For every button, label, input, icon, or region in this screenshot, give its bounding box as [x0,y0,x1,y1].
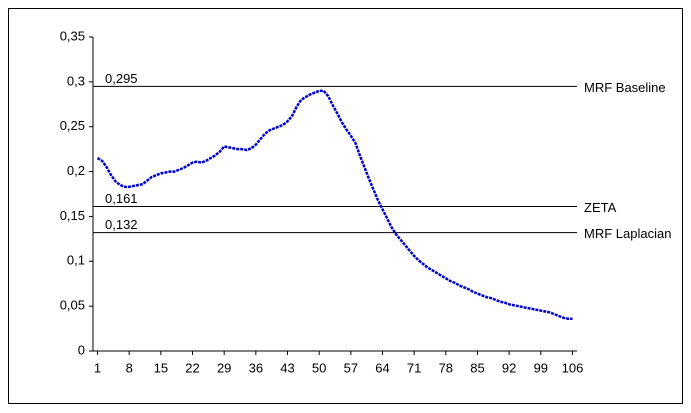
x-tick-label: 99 [534,360,548,375]
x-tick-label: 50 [312,360,326,375]
reference-name: ZETA [584,200,617,215]
reference-value-label: 0,132 [105,217,138,232]
x-tick-label: 43 [280,360,294,375]
x-tick-label: 57 [344,360,358,375]
x-tick-label: 8 [126,360,133,375]
y-tick-label: 0,05 [60,298,85,313]
x-tick-label: 36 [249,360,263,375]
y-tick-label: 0,15 [60,208,85,223]
x-tick-label: 71 [407,360,421,375]
reference-value-label: 0,295 [105,71,138,86]
x-tick-label: 85 [470,360,484,375]
reference-name: MRF Laplacian [584,226,671,241]
x-tick-label: 22 [185,360,199,375]
reference-name: MRF Baseline [584,80,666,95]
chart-frame [8,8,683,404]
y-tick-label: 0,1 [67,253,85,268]
x-tick-label: 15 [154,360,168,375]
y-tick-label: 0 [78,342,85,357]
data-line [96,89,573,320]
y-tick-label: 0,3 [67,73,85,88]
y-tick-label: 0,25 [60,118,85,133]
x-tick-label: 64 [375,360,389,375]
x-tick-label: 106 [562,360,584,375]
x-tick-label: 29 [217,360,231,375]
x-tick-label: 92 [502,360,516,375]
x-tick-label: 1 [94,360,101,375]
reference-value-label: 0,161 [105,191,138,206]
y-tick-label: 0,35 [60,28,85,43]
x-tick-label: 78 [439,360,453,375]
y-tick-label: 0,2 [67,163,85,178]
